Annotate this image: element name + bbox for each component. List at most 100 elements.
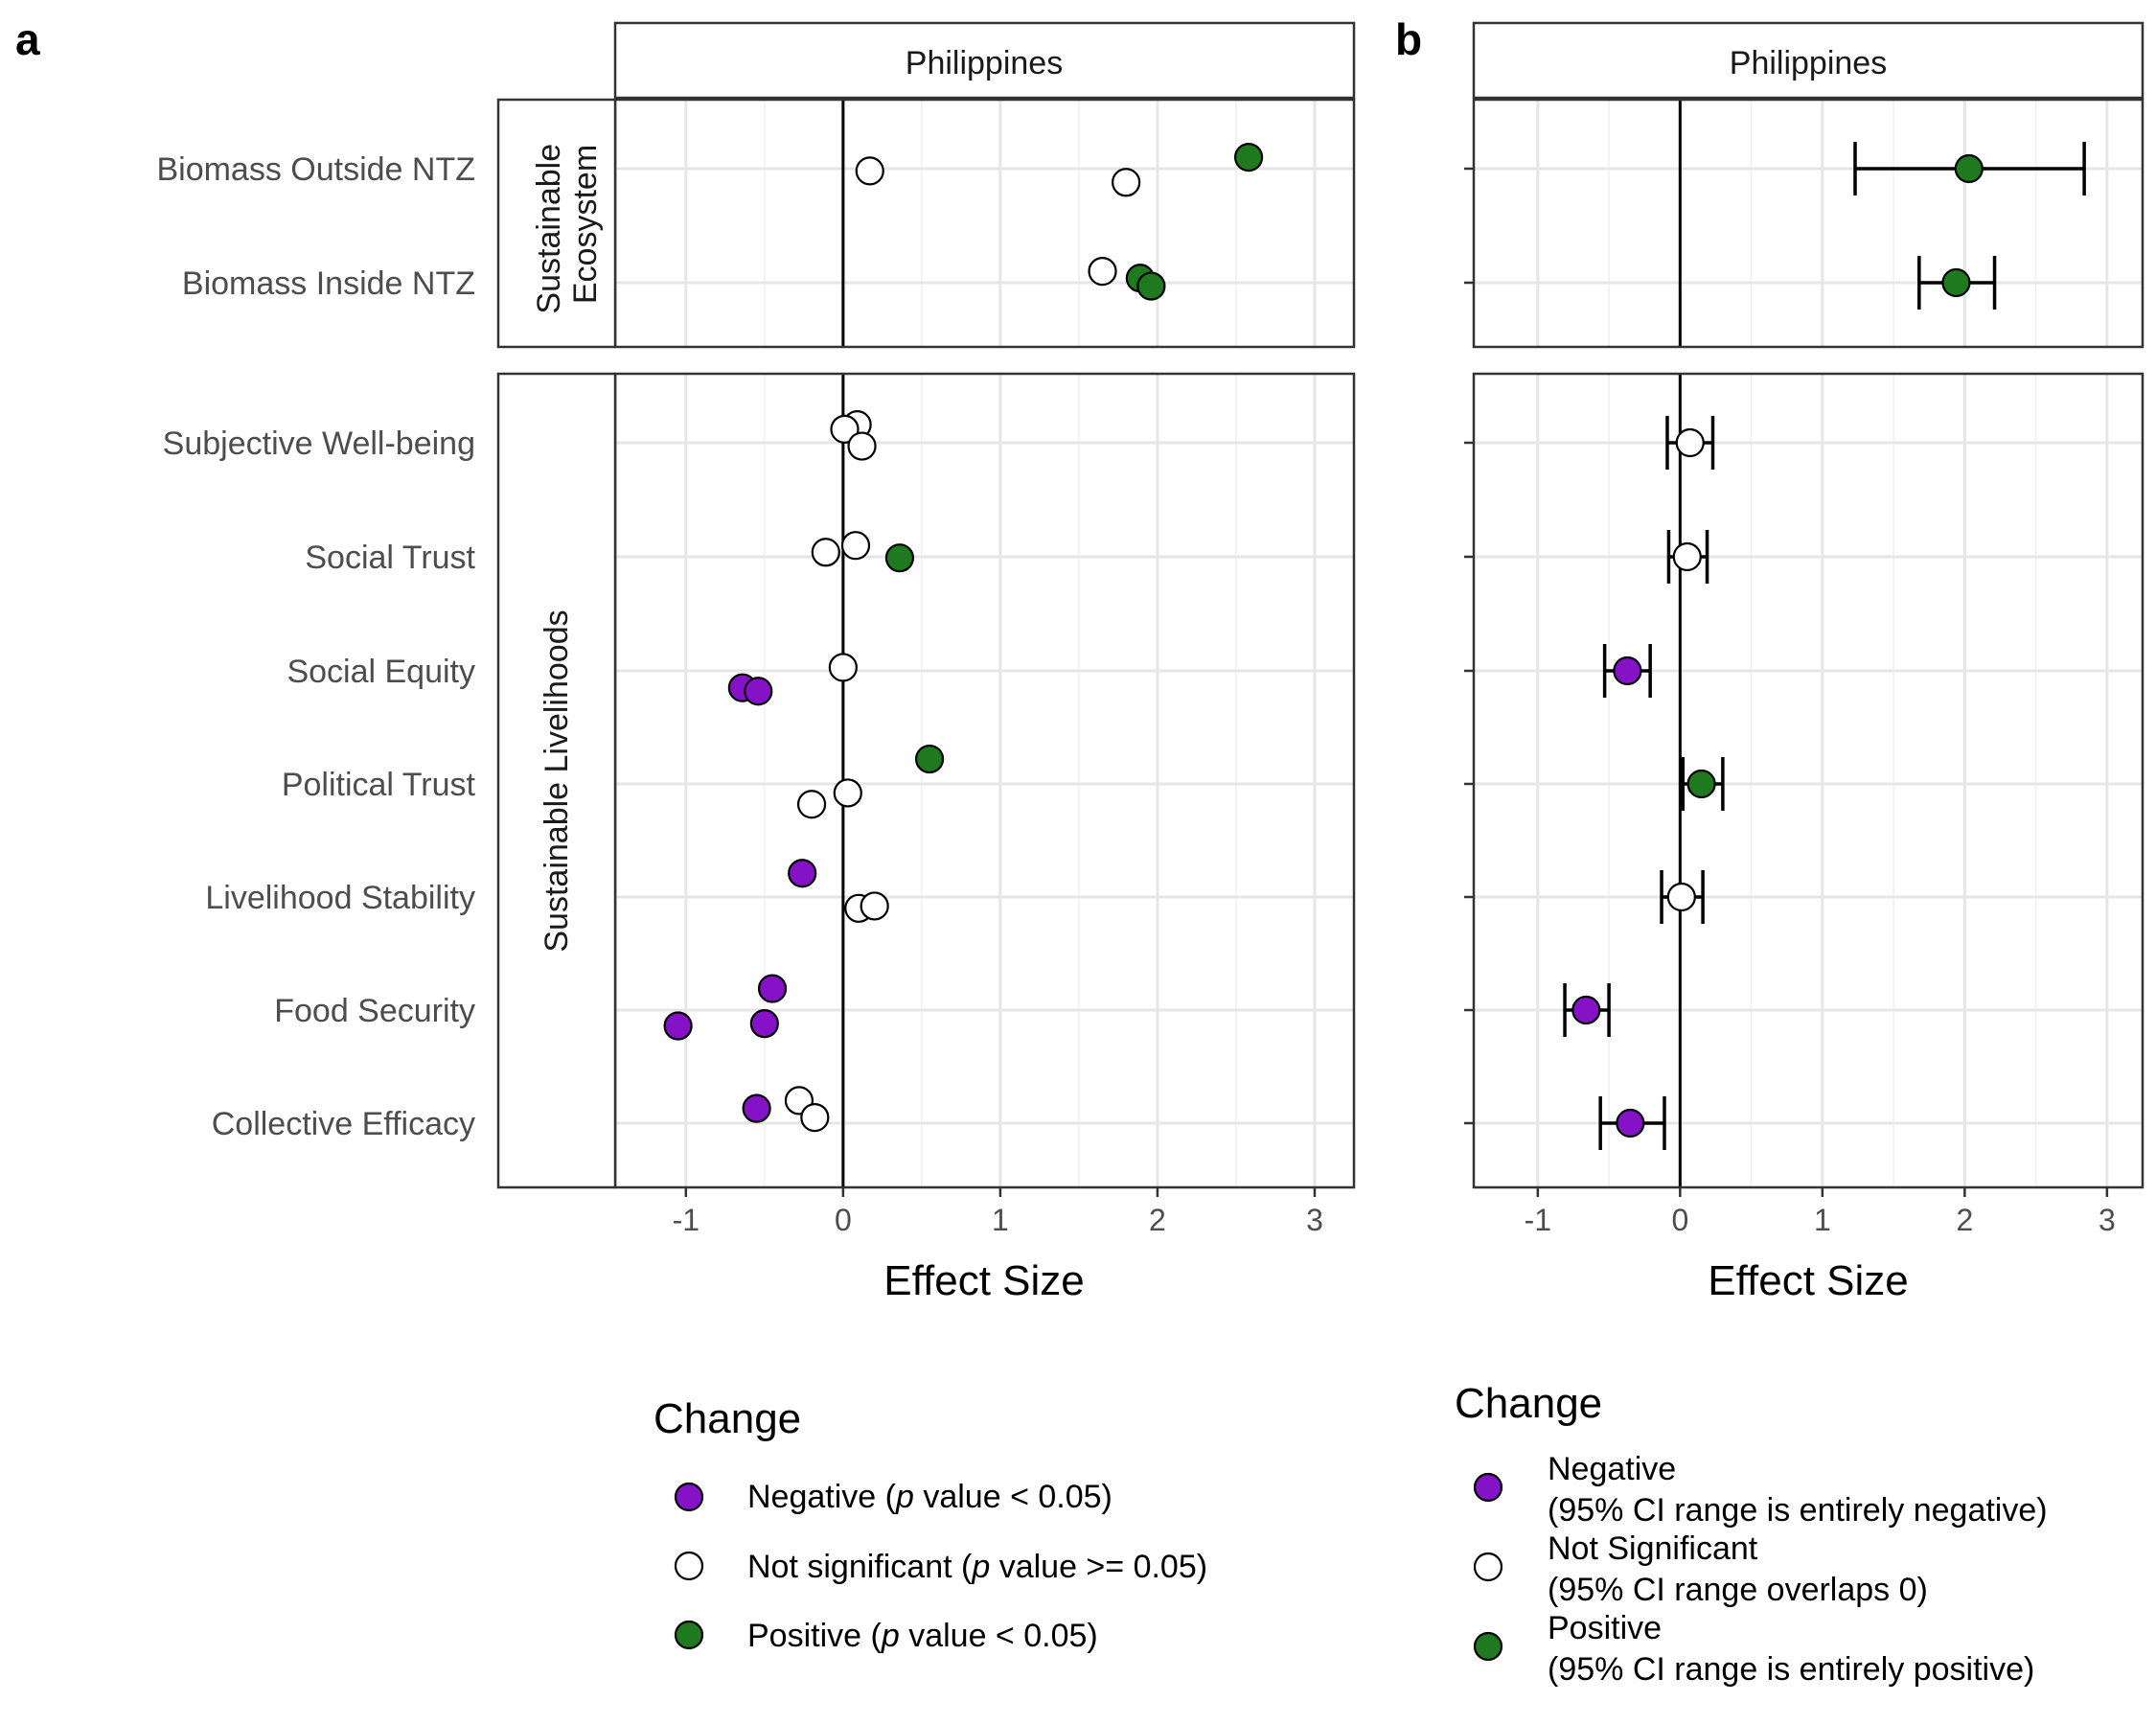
panel-b-x-tick-label-3: 3 [2099, 1203, 2116, 1237]
legend-b-title: Change [1455, 1380, 1602, 1427]
panel-b-sustainable-livelihoods-food-security-point-5 [1571, 995, 1601, 1025]
panel-a-sustainable-livelihoods-political-trust-point-11 [796, 790, 827, 819]
legend-b-keys [1473, 1472, 1503, 1662]
legend-a-keys [674, 1482, 704, 1650]
legend-a-item-negative-post: value < 0.05) [914, 1479, 1112, 1515]
x-axis-title-b: Effect Size [1708, 1257, 1909, 1304]
legend-b-item-positive-line1: Positive [1548, 1610, 1662, 1646]
legend-a-item-notsig: Not significant (p value >= 0.05) [747, 1549, 1207, 1585]
panel-a-sustainable-livelihoods-collective-efficacy-point-20 [800, 1102, 830, 1133]
strip-title-a: Philippines [906, 45, 1063, 81]
panel-a-sustainable-livelihoods-social-trust-point-3 [840, 531, 871, 561]
legend-a-key-not-significant [674, 1551, 704, 1581]
facet-strip-sustainable-ecosystem [496, 98, 617, 349]
y-tick-label-political-trust: Political Trust [282, 767, 476, 803]
panel-a-sustainable-livelihoods-subjective-well-being-point-1 [830, 414, 860, 444]
panel-b-x-tick-label-0: 0 [1671, 1203, 1688, 1237]
panel-b-sustainable-livelihoods-subjective-well-being-point-0 [1675, 427, 1705, 458]
legend-a-item-negative-italic: p [895, 1479, 914, 1515]
frame-layer: Biomass Outside NTZ Biomass Inside NTZ Sub… [156, 21, 2145, 1237]
panel-a-sustainable-ecosystem-biomass-outside-ntz-point-1 [855, 156, 884, 186]
y-tick-label-livelihood-stability: Livelihood Stability [205, 880, 475, 916]
legend-b-item-negative-line1: Negative [1548, 1451, 1676, 1487]
panel-b-sustainable-ecosystem-biomass-outside-ntz-point-0 [1954, 153, 1984, 184]
panel-b-x-tick-label-1: 1 [1814, 1203, 1831, 1237]
legend-a-item-notsig-italic: p [971, 1549, 990, 1585]
legend-b-item-notsig-line2: (95% CI range overlaps 0) [1548, 1572, 1928, 1608]
panel-a-sustainable-ecosystem-biomass-inside-ntz-point-3 [1088, 257, 1117, 287]
legend-b-item-negative-line2: (95% CI range is entirely negative) [1548, 1492, 2048, 1529]
panel-b-sustainable-livelihoods-collective-efficacy-point-6 [1616, 1108, 1645, 1138]
panel-b-strip-box [1472, 21, 2145, 100]
panel-b-sustainable-livelihoods-social-equity-point-2 [1613, 656, 1642, 686]
legend-b-key-not-significant [1473, 1552, 1503, 1582]
panel-a-x-tick-label-1: -1 [673, 1203, 700, 1237]
y-tick-label-biomass-inside-ntz: Biomass Inside NTZ [182, 265, 475, 302]
panel-a-sustainable-livelihoods-food-security-point-15 [757, 974, 788, 1003]
facet-label-ecosystem: Sustainable Ecosystem [531, 134, 604, 313]
panel-b-sustainable-ecosystem-border [1472, 98, 2145, 349]
panel-a-x-tick-label-1: 1 [992, 1203, 1009, 1237]
strip-title-b: Philippines [1730, 45, 1887, 81]
facet-strip-sustainable-livelihoods [496, 372, 617, 1189]
legend-a-key-positive [674, 1620, 704, 1650]
legend-a-item-positive-post: value < 0.05) [900, 1618, 1098, 1654]
panel-b-sustainable-ecosystem-biomass-inside-ntz-point-1 [1941, 267, 1971, 298]
y-tick-label-collective-efficacy: Collective Efficacy [212, 1106, 475, 1142]
panel-a-sustainable-livelihoods-food-security-point-17 [749, 1009, 779, 1039]
panel-a-sustainable-livelihoods-food-security-point-16 [663, 1011, 693, 1041]
panel-a-sustainable-ecosystem-biomass-outside-ntz-point-0 [1233, 143, 1264, 172]
x-axis-title-a: Effect Size [883, 1257, 1085, 1304]
y-tick-label-social-trust: Social Trust [305, 540, 475, 576]
legend-b-item-positive: Positive (95% CI range is entirely posit… [1548, 1610, 2034, 1688]
legend-b-item-negative: Negative (95% CI range is entirely negat… [1548, 1451, 2048, 1529]
y-tick-label-subjective-well-being: Subjective Well-being [163, 426, 475, 462]
grid-layer [615, 100, 2143, 1187]
legend-b-item-positive-line2: (95% CI range is entirely positive) [1548, 1651, 2034, 1688]
panel-a-sustainable-ecosystem-border [613, 98, 1356, 349]
legend-a-item-notsig-post: value >= 0.05) [990, 1549, 1207, 1585]
legend-a: Change Negative (p value < 0.05) Not sig… [654, 1395, 1207, 1654]
panel-a-sustainable-livelihoods-border [613, 372, 1356, 1189]
panel-b-sustainable-livelihoods-political-trust-point-3 [1686, 769, 1716, 799]
panel-a-sustainable-livelihoods-livelihood-stability-point-12 [788, 859, 817, 888]
legend-b-key-positive [1473, 1631, 1503, 1662]
facet-label-ecosystem-line2: Ecosystem [567, 145, 604, 304]
panel-a-strip-box [613, 21, 1356, 100]
panel-a-x-tick-label-3: 3 [1306, 1203, 1323, 1237]
panel-a-sustainable-livelihoods-social-trust-point-4 [811, 538, 840, 567]
panel-b-label: b [1395, 14, 1422, 64]
legend-a-key-negative [674, 1482, 704, 1512]
legend-b: Change Negative (95% CI range is entirel… [1455, 1380, 2048, 1688]
legend-a-title: Change [654, 1395, 801, 1442]
y-tick-label-biomass-outside-ntz: Biomass Outside NTZ [156, 151, 475, 188]
panel-a-sustainable-livelihoods-social-equity-point-6 [828, 653, 858, 682]
panel-a-sustainable-livelihoods-social-trust-point-5 [884, 543, 915, 573]
panel-b-sustainable-livelihoods-livelihood-stability-point-4 [1666, 882, 1696, 912]
panel-a-sustainable-livelihoods-political-trust-point-9 [914, 744, 945, 774]
panel-a-sustainable-livelihoods-livelihood-stability-point-14 [860, 891, 889, 921]
panel-b-x-tick-label-2: 2 [1956, 1203, 1973, 1237]
panel-a-sustainable-livelihoods-subjective-well-being-point-2 [847, 431, 877, 461]
panel-a-x-tick-label-2: 2 [1149, 1203, 1166, 1237]
panel-a-sustainable-livelihoods-social-equity-point-8 [744, 677, 773, 706]
legend-a-item-notsig-pre: Not significant ( [747, 1549, 973, 1585]
legend-a-item-negative: Negative (p value < 0.05) [747, 1479, 1112, 1515]
legend-b-key-negative [1473, 1472, 1503, 1503]
marks-layer [663, 142, 2086, 1150]
facet-label-ecosystem-line1: Sustainable [531, 144, 567, 314]
panel-a-sustainable-ecosystem-biomass-outside-ntz-point-2 [1112, 168, 1141, 197]
legend-b-item-notsig-line1: Not Significant [1548, 1530, 1758, 1567]
panel-a-sustainable-livelihoods-collective-efficacy-point-19 [742, 1093, 771, 1123]
y-tick-label-food-security: Food Security [274, 993, 475, 1029]
legend-a-item-positive-pre: Positive ( [747, 1618, 882, 1654]
panel-b-x-tick-label-1: -1 [1525, 1203, 1551, 1237]
panel-a-x-tick-label-0: 0 [835, 1203, 852, 1237]
y-tick-label-social-equity: Social Equity [287, 654, 475, 690]
legend-a-item-positive: Positive (p value < 0.05) [747, 1618, 1098, 1654]
panel-a-label: a [15, 14, 40, 64]
legend-b-item-notsig: Not Significant (95% CI range overlaps 0… [1548, 1530, 1928, 1608]
panel-a-sustainable-livelihoods-political-trust-point-10 [833, 778, 862, 808]
legend-a-item-negative-pre: Negative ( [747, 1479, 897, 1515]
